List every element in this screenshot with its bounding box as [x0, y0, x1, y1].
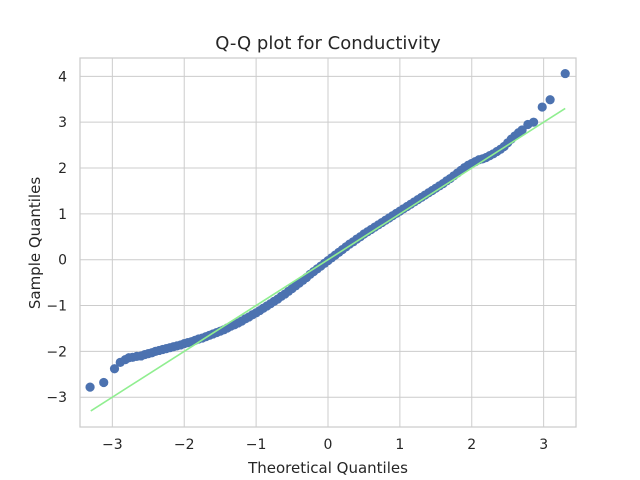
y-tick-label: −3: [46, 390, 67, 406]
data-point: [517, 125, 527, 135]
x-axis-label: Theoretical Quantiles: [247, 459, 408, 477]
x-tick-label: −3: [102, 437, 123, 453]
data-point: [109, 364, 120, 374]
reference-line-layer: [90, 107, 566, 412]
x-tick-label: −1: [246, 437, 267, 453]
grid-layer: [80, 58, 576, 427]
data-point: [85, 382, 95, 392]
x-tick-label: 2: [467, 437, 476, 453]
data-point: [99, 377, 109, 388]
x-tick-label: 3: [539, 437, 548, 453]
y-tick-label: 3: [58, 115, 67, 131]
y-tick-label: 4: [58, 69, 67, 85]
chart-title: Q-Q plot for Conductivity: [215, 33, 441, 54]
plot-frame: [79, 57, 577, 428]
axes-frame: [79, 57, 577, 428]
y-tick-label: −1: [46, 299, 67, 315]
tick-labels-layer: −3 −2 −1 0 1 2 3 −3 −2 −1 0 1 2 3 4: [46, 69, 548, 453]
data-point: [560, 68, 570, 79]
x-tick-label: −2: [174, 437, 195, 453]
y-tick-label: 0: [58, 253, 67, 269]
data-point: [528, 117, 539, 127]
reference-line: [90, 107, 566, 412]
y-tick-label: 2: [58, 161, 67, 177]
data-point: [545, 95, 555, 105]
y-tick-label: −2: [46, 344, 67, 360]
data-point: [537, 102, 547, 112]
y-tick-label: 1: [58, 207, 67, 223]
x-tick-label: 1: [395, 437, 404, 453]
x-tick-label: 0: [324, 437, 333, 453]
y-axis-label: Sample Quantiles: [26, 177, 44, 309]
